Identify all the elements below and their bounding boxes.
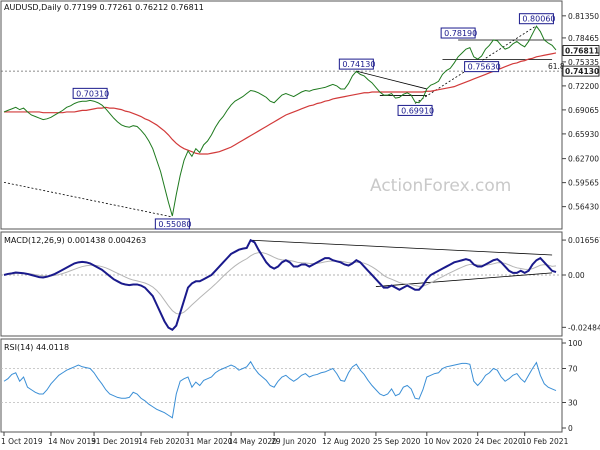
annotations: 0.80060 0.78190 0.75630 0.74130 0.70310 0.699… bbox=[72, 13, 556, 230]
series-layer bbox=[3, 25, 557, 419]
rsi-header: RSI(14) 44.0118 bbox=[4, 343, 69, 352]
price-annotation-box bbox=[72, 87, 108, 99]
price-annotation-label: 0.69910 bbox=[401, 106, 434, 115]
price-annotation-box bbox=[338, 58, 374, 70]
fib-level-box bbox=[562, 65, 600, 77]
macd-panel bbox=[0, 231, 563, 337]
macd-y-tick-label: 0.016567 bbox=[568, 236, 600, 245]
price-annotation-label: 0.80060 bbox=[522, 15, 555, 24]
rsi-y-tick-label: 70 bbox=[568, 365, 578, 374]
price-y-tick-label: 0.78465 bbox=[568, 34, 599, 43]
price-markers: 0.76811 0.74130 bbox=[562, 45, 600, 77]
trendline-long-term bbox=[3, 181, 173, 218]
price-annotation-box bbox=[518, 13, 554, 25]
guide-lines: 61.8 bbox=[1, 25, 565, 403]
rsi-axis: 100 70 30 0 bbox=[562, 339, 583, 433]
macd-y-tick-label: -0.02484 bbox=[568, 323, 600, 332]
price-header: AUDUSD,Daily 0.77199 0.77261 0.76212 0.7… bbox=[4, 3, 204, 12]
macd-y-tick-label: 0.00 bbox=[568, 271, 585, 280]
price-annotation-label: 0.55080 bbox=[158, 220, 191, 229]
current-price-box bbox=[562, 45, 600, 56]
macd-axis: 0.016567 0.00 -0.02484 bbox=[562, 236, 600, 332]
rsi-y-tick-label: 30 bbox=[568, 399, 578, 408]
x-tick-label: 10 Nov 2020 bbox=[424, 437, 472, 446]
watermark: ActionForex.com bbox=[370, 176, 511, 196]
price-moving-average-line bbox=[4, 52, 557, 155]
trendline-falling bbox=[356, 70, 427, 90]
x-tick-label: 14 Feb 2020 bbox=[138, 437, 185, 446]
rsi-y-tick-label: 0 bbox=[568, 424, 573, 433]
macd-header: MACD(12,26,9) 0.001438 0.004263 bbox=[4, 236, 146, 245]
x-tick-label: 25 Sep 2020 bbox=[373, 437, 421, 446]
price-annotation-box bbox=[440, 27, 476, 39]
fib-marker-label: 61.8 bbox=[548, 62, 565, 71]
x-tick-label: 10 Feb 2021 bbox=[522, 437, 569, 446]
rsi-line bbox=[3, 360, 557, 419]
current-price-label: 0.76811 bbox=[565, 47, 599, 56]
price-annotation-label: 0.74130 bbox=[342, 60, 375, 69]
x-tick-label: 12 Aug 2020 bbox=[322, 437, 370, 446]
price-y-tick-label: 0.69065 bbox=[568, 106, 599, 115]
x-tick-label: 14 May 2020 bbox=[228, 437, 277, 446]
rsi-panel bbox=[0, 338, 563, 433]
price-y-tick-label: 0.56430 bbox=[568, 203, 599, 212]
price-y-tick-label: 0.62700 bbox=[568, 155, 599, 164]
price-axis: 0.81350 0.78465 0.75335 0.72200 0.69065 0.659… bbox=[562, 12, 599, 212]
price-panel bbox=[0, 0, 563, 230]
price-annotation-box bbox=[154, 218, 190, 230]
price-y-tick-label: 0.81350 bbox=[568, 12, 599, 21]
price-annotation-label: 0.78190 bbox=[444, 29, 477, 38]
price-annotation-label: 0.70310 bbox=[76, 89, 109, 98]
fib-level-label: 0.74130 bbox=[565, 67, 599, 76]
x-tick-label: 14 Nov 2019 bbox=[48, 437, 96, 446]
x-tick-label: 29 Jun 2020 bbox=[271, 437, 316, 446]
macd-line bbox=[3, 238, 557, 332]
price-y-tick-label: 0.59565 bbox=[568, 179, 599, 188]
price-line bbox=[3, 25, 557, 217]
price-y-tick-label: 0.65930 bbox=[568, 130, 599, 139]
price-y-tick-label: 0.75335 bbox=[568, 58, 599, 67]
price-annotation-box bbox=[464, 61, 500, 73]
x-tick-label: 1 Oct 2019 bbox=[1, 437, 43, 446]
price-annotation-box bbox=[397, 104, 433, 116]
x-tick-label: 31 Mar 2020 bbox=[185, 437, 233, 446]
x-tick-label: 31 Dec 2019 bbox=[91, 437, 139, 446]
x-tick-label: 24 Dec 2020 bbox=[475, 437, 523, 446]
macd-trendline-upper bbox=[250, 239, 553, 256]
rsi-y-tick-label: 100 bbox=[568, 339, 583, 348]
price-annotation-label: 0.75630 bbox=[468, 63, 501, 72]
price-y-tick-label: 0.72200 bbox=[568, 82, 599, 91]
